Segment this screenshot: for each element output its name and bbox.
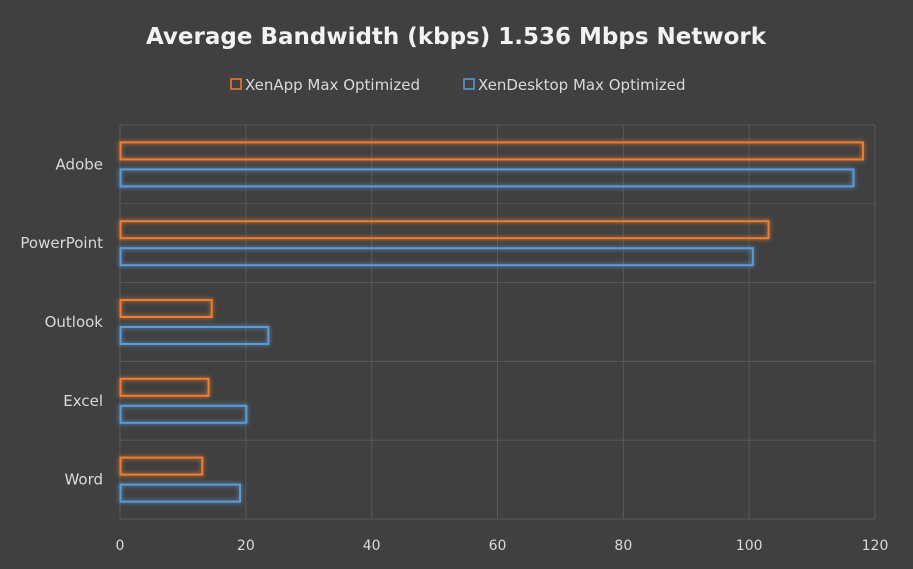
legend-label-xendesktop: XenDesktop Max Optimized xyxy=(478,76,686,94)
x-tick-label: 120 xyxy=(862,538,889,554)
bar-xenapp-word xyxy=(119,456,204,476)
x-axis-tick-labels: 0 20 40 60 80 100 120 xyxy=(116,538,889,554)
bar-xendesktop-excel xyxy=(119,404,248,424)
category-label: Word xyxy=(64,471,103,489)
bar-xenapp-excel xyxy=(119,377,210,397)
category-label: Excel xyxy=(63,392,103,410)
bar-xendesktop-word xyxy=(119,483,242,503)
category-label: Outlook xyxy=(45,313,104,331)
bar-xendesktop-outlook xyxy=(119,326,270,345)
bar-xenapp-powerpoint xyxy=(119,220,770,240)
chart-title: Average Bandwidth (kbps) 1.536 Mbps Netw… xyxy=(146,24,767,50)
bar-xendesktop-adobe xyxy=(119,168,855,188)
category-label: PowerPoint xyxy=(20,234,103,252)
x-tick-label: 100 xyxy=(736,538,763,554)
category-labels: Adobe PowerPoint Outlook Excel Word xyxy=(20,155,103,488)
x-tick-label: 80 xyxy=(614,538,632,554)
x-tick-label: 0 xyxy=(116,538,125,554)
bars xyxy=(119,141,864,503)
x-tick-label: 20 xyxy=(237,538,255,554)
bar-xendesktop-powerpoint xyxy=(119,247,754,267)
x-tick-label: 60 xyxy=(489,538,507,554)
bar-xenapp-outlook xyxy=(119,299,213,318)
bar-xenapp-adobe xyxy=(119,141,864,161)
legend-swatch-xendesktop xyxy=(463,78,475,90)
legend-swatch-xenapp xyxy=(230,78,242,90)
x-tick-label: 40 xyxy=(363,538,381,554)
gridlines xyxy=(119,124,876,520)
legend-label-xenapp: XenApp Max Optimized xyxy=(245,76,420,94)
legend: XenApp Max Optimized XenDesktop Max Optim… xyxy=(230,76,686,94)
category-label: Adobe xyxy=(56,155,103,173)
